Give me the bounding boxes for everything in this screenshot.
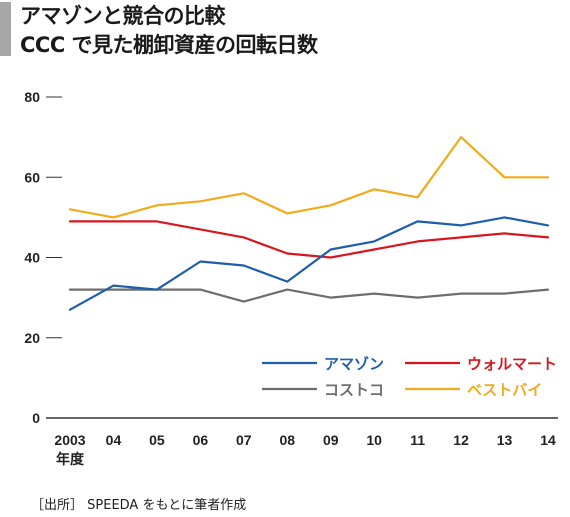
y-tick-label: 60 <box>24 169 40 185</box>
y-axis: 0 20 40 60 80 <box>24 89 558 426</box>
series-lines <box>68 136 550 311</box>
chart-title: アマゾンと競合の比較 CCC で見た棚卸資産の回転日数 <box>20 2 318 60</box>
series-line-1 <box>68 220 550 259</box>
x-tick-label: 2003 <box>54 432 85 448</box>
series-line-2 <box>68 288 550 303</box>
x-tick-label: 12 <box>453 432 469 448</box>
title-accent-bar <box>0 2 11 56</box>
legend-label: ベストバイ <box>467 381 542 399</box>
chart-title-line-1: アマゾンと競合の比較 <box>20 4 225 28</box>
x-tick-label: 08 <box>279 432 295 448</box>
series-line-3 <box>68 136 550 219</box>
y-tick-label: 80 <box>24 89 40 105</box>
series-line-0 <box>68 216 550 311</box>
x-tick-label: 04 <box>106 432 122 448</box>
x-tick-label: 09 <box>323 432 339 448</box>
y-tick-label: 20 <box>24 330 40 346</box>
x-tick-label: 14 <box>540 432 556 448</box>
y-tick-label: 40 <box>24 250 40 266</box>
x-axis: 2003 04 05 06 07 08 09 10 11 12 13 14 年度 <box>54 432 556 467</box>
x-tick-label: 10 <box>366 432 382 448</box>
legend-label: アマゾン <box>324 355 384 373</box>
chart-title-line-2: CCC で見た棚卸資産の回転日数 <box>20 33 318 57</box>
x-axis-unit-label: 年度 <box>56 451 85 467</box>
legend-label: コストコ <box>324 381 384 399</box>
x-tick-label: 13 <box>497 432 513 448</box>
source-note: ［出所］ SPEEDA をもとに筆者作成 <box>31 498 247 513</box>
y-tick-label: 0 <box>32 410 40 426</box>
x-tick-label: 06 <box>193 432 209 448</box>
x-tick-label: 11 <box>410 432 425 448</box>
legend-label: ウォルマート <box>467 355 557 373</box>
x-tick-label: 07 <box>236 432 252 448</box>
x-tick-label: 05 <box>149 432 165 448</box>
